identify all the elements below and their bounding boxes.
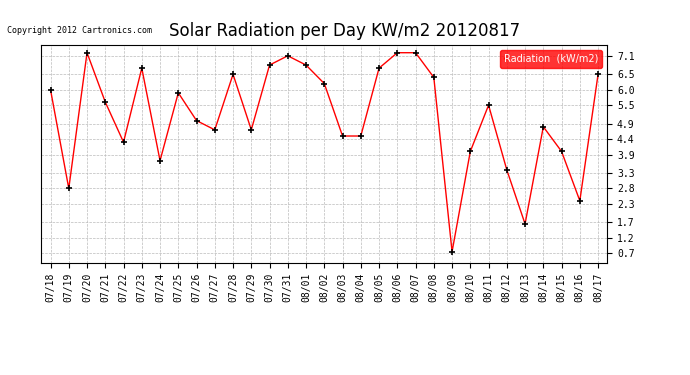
Legend: Radiation  (kW/m2): Radiation (kW/m2) xyxy=(500,50,602,68)
Text: Copyright 2012 Cartronics.com: Copyright 2012 Cartronics.com xyxy=(7,26,152,35)
Text: Solar Radiation per Day KW/m2 20120817: Solar Radiation per Day KW/m2 20120817 xyxy=(170,22,520,40)
